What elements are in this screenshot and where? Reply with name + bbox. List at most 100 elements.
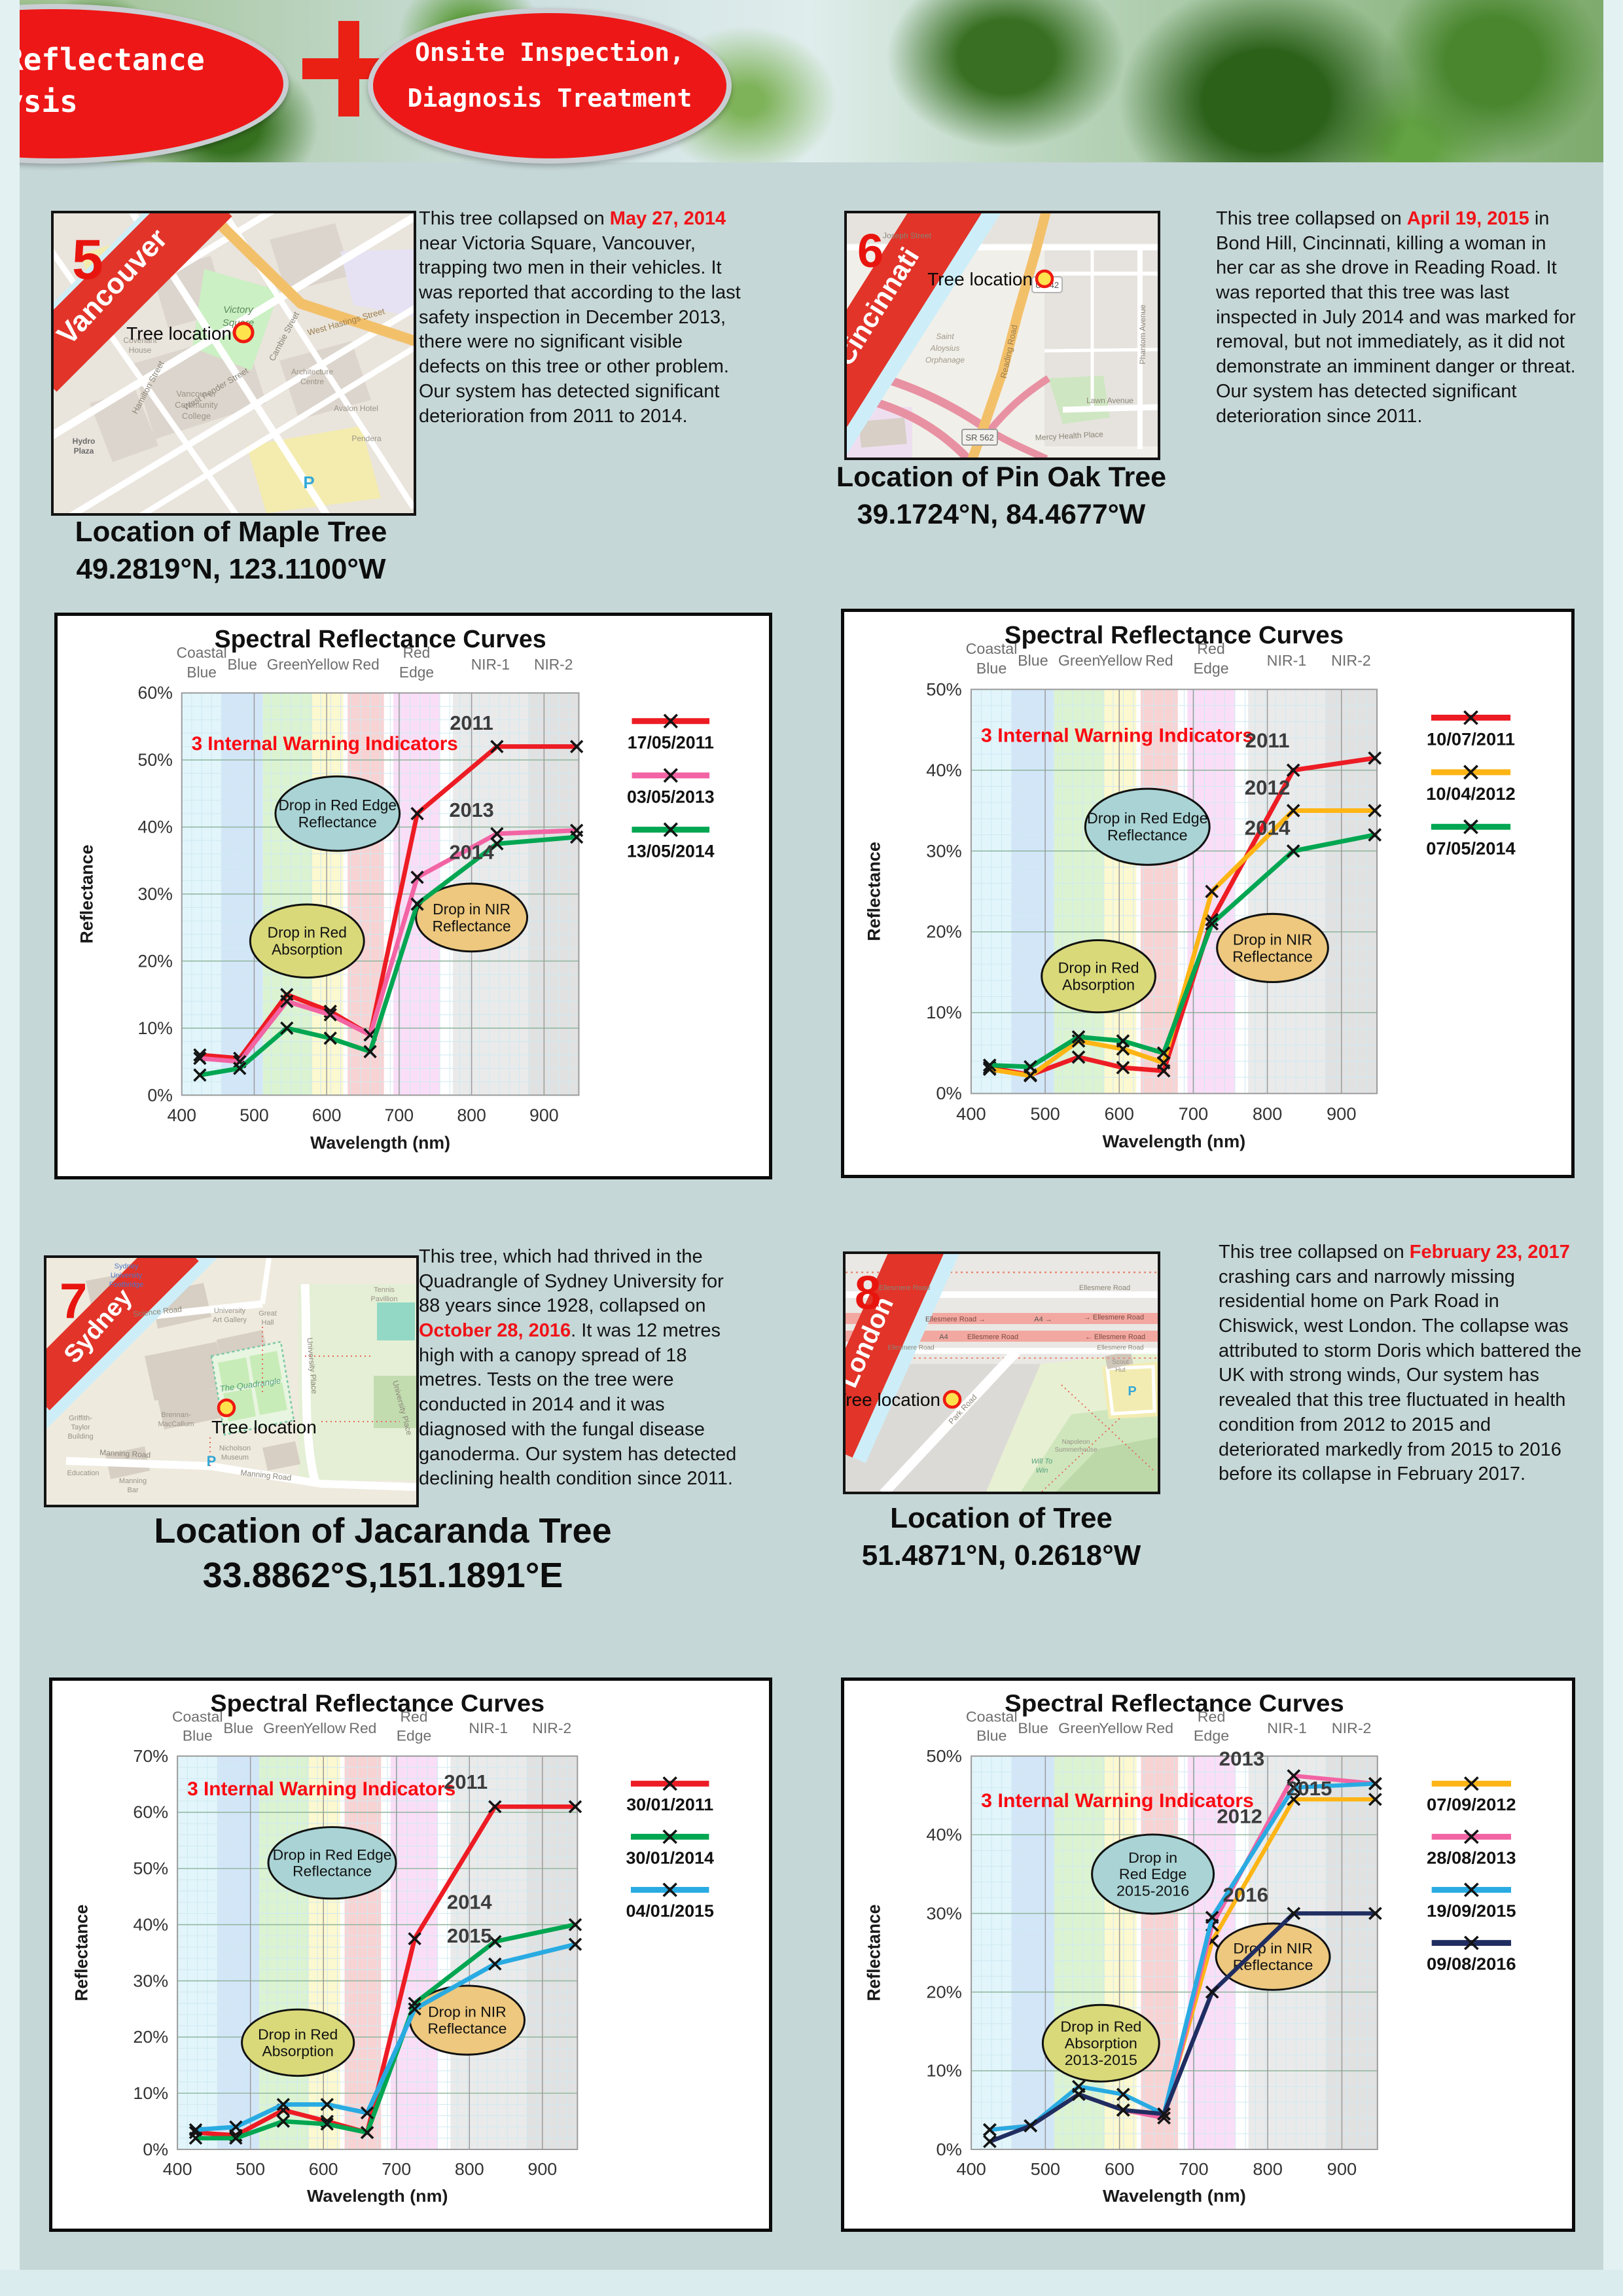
data-point-x bbox=[570, 830, 584, 844]
band-label: Blue bbox=[183, 1727, 213, 1744]
streets bbox=[847, 244, 1158, 449]
x-tick: 900 bbox=[1327, 1103, 1356, 1124]
x-axis-title: Wavelength (nm) bbox=[310, 1133, 450, 1153]
annotation-ellipse bbox=[1091, 1833, 1215, 1915]
reading-road bbox=[967, 213, 1051, 457]
series-year-label: 2016 bbox=[1222, 1884, 1268, 1906]
description-text: This tree, which had thrived in the Quad… bbox=[419, 1245, 746, 1492]
band-label: Edge bbox=[1193, 660, 1228, 677]
y-tick: 40% bbox=[926, 760, 962, 780]
hastings-road bbox=[202, 213, 414, 346]
legend-date: 10/04/2012 bbox=[1426, 783, 1515, 804]
tree-location-label: Tree location bbox=[927, 269, 1033, 289]
data-point-x bbox=[568, 1918, 582, 1931]
street-label: Ellesmere Road bbox=[967, 1333, 1018, 1341]
body-text: in Bond Hill, Cincinnati, killing a woma… bbox=[1216, 208, 1576, 427]
y-axis-title: Reflectance bbox=[72, 1905, 92, 2001]
band-label: Coastal bbox=[172, 1708, 223, 1725]
y-tick: 70% bbox=[133, 1746, 168, 1766]
data-point-x bbox=[1116, 1060, 1130, 1075]
band bbox=[344, 1756, 382, 2150]
band-label: Edge bbox=[399, 664, 434, 681]
tree-marker bbox=[942, 1390, 962, 1409]
street-label: Ellesmere Road → bbox=[925, 1316, 986, 1323]
data-point-x bbox=[280, 1021, 294, 1035]
body-text: This tree collapsed on bbox=[1216, 208, 1407, 229]
y-tick: 50% bbox=[133, 1859, 168, 1878]
caption-title: Location of Tree bbox=[890, 1502, 1113, 1534]
tree-marker bbox=[217, 1398, 236, 1418]
annotation-ellipse bbox=[1041, 2003, 1160, 2083]
data-point-x bbox=[1368, 828, 1382, 842]
legend-date: 09/08/2016 bbox=[1427, 1954, 1516, 1973]
annotation-text: 2015-2016 bbox=[1116, 1882, 1189, 1899]
data-point-x bbox=[1368, 1907, 1382, 1920]
panel-number: 8 bbox=[855, 1267, 881, 1319]
annotation-ellipse bbox=[241, 2008, 355, 2077]
band-label: NIR-2 bbox=[534, 656, 573, 673]
data-point-x bbox=[490, 836, 504, 851]
annotation-text: Red Edge bbox=[1119, 1866, 1186, 1883]
chart-title: Spectral Reflectance Curves bbox=[1005, 621, 1344, 649]
street-label: Architecture bbox=[291, 367, 333, 376]
data-point-x bbox=[408, 2002, 421, 2016]
series-year-label: 2015 bbox=[447, 1925, 492, 1947]
warning-text: 3 Internal Warning Indicators bbox=[981, 725, 1253, 747]
street-label: Griffith- bbox=[69, 1414, 92, 1422]
street-label: Art Gallery bbox=[213, 1316, 247, 1324]
band bbox=[390, 1756, 438, 2150]
band-label: Coastal bbox=[966, 640, 1018, 657]
y-tick: 0% bbox=[936, 1083, 961, 1103]
legend-date: 30/01/2011 bbox=[626, 1795, 713, 1814]
series-line bbox=[199, 834, 577, 1078]
legend-date: 30/01/2014 bbox=[626, 1848, 714, 1868]
x-tick: 700 bbox=[1179, 1103, 1208, 1124]
band bbox=[1104, 689, 1137, 1094]
series-line bbox=[195, 1942, 576, 2132]
series-year-label: 2013 bbox=[450, 798, 494, 821]
body-text: This tree, which had thrived in the Quad… bbox=[419, 1246, 724, 1317]
street-label: Brennan- bbox=[161, 1411, 191, 1419]
collapse-date: October 28, 2016 bbox=[419, 1320, 571, 1342]
data-point-x bbox=[1071, 2087, 1086, 2101]
band bbox=[259, 1756, 309, 2150]
legend-date: 28/08/2013 bbox=[1427, 1848, 1516, 1867]
data-point-x bbox=[488, 1800, 502, 1814]
annotation-text: Absorption bbox=[1065, 2035, 1137, 2052]
x-tick: 900 bbox=[527, 2159, 557, 2179]
legend-date: 07/09/2012 bbox=[1427, 1795, 1516, 1814]
annotation-text: Drop in NIR bbox=[1233, 1940, 1312, 1957]
street-label: Mercy Health Place bbox=[1035, 429, 1103, 442]
body-text: crashing cars and narrowly missing resid… bbox=[1219, 1266, 1582, 1485]
legend-date: 04/01/2015 bbox=[626, 1901, 714, 1921]
chart-title: Spectral Reflectance Curves bbox=[210, 1689, 544, 1717]
y-tick: 60% bbox=[138, 683, 173, 703]
x-tick: 700 bbox=[382, 2159, 411, 2179]
data-point-x bbox=[1368, 751, 1382, 765]
series-year-label: 2014 bbox=[450, 841, 494, 864]
x-tick: 800 bbox=[1253, 1103, 1282, 1124]
data-point-x bbox=[229, 2120, 243, 2134]
caption-coords: 49.2819°N, 123.1100°W bbox=[76, 553, 386, 585]
data-point-x bbox=[488, 1957, 502, 1971]
y-tick: 10% bbox=[133, 2083, 168, 2103]
tree-marker bbox=[232, 321, 255, 344]
legend-x-marker bbox=[1463, 710, 1478, 725]
city-ribbon bbox=[847, 213, 982, 427]
annotation-text: Drop in Red bbox=[1060, 2018, 1141, 2036]
annotation-ellipse bbox=[1084, 787, 1211, 866]
data-point-x bbox=[982, 1058, 997, 1072]
x-axis-title: Wavelength (nm) bbox=[307, 2186, 448, 2206]
band bbox=[1248, 689, 1325, 1094]
legend-date: 07/05/2014 bbox=[1426, 838, 1515, 858]
data-point-x bbox=[490, 740, 504, 753]
warning-text: 3 Internal Warning Indicators bbox=[981, 1791, 1254, 1812]
data-point-x bbox=[1205, 1910, 1219, 1924]
data-point-x bbox=[488, 1935, 502, 1948]
data-point-x bbox=[1287, 1769, 1301, 1783]
data-point-x bbox=[1287, 1781, 1301, 1795]
series-year-label: 2014 bbox=[447, 1892, 492, 1914]
right-bubble-line1: Onsite Inspection, bbox=[415, 38, 685, 67]
band-label: Red bbox=[401, 1708, 428, 1725]
